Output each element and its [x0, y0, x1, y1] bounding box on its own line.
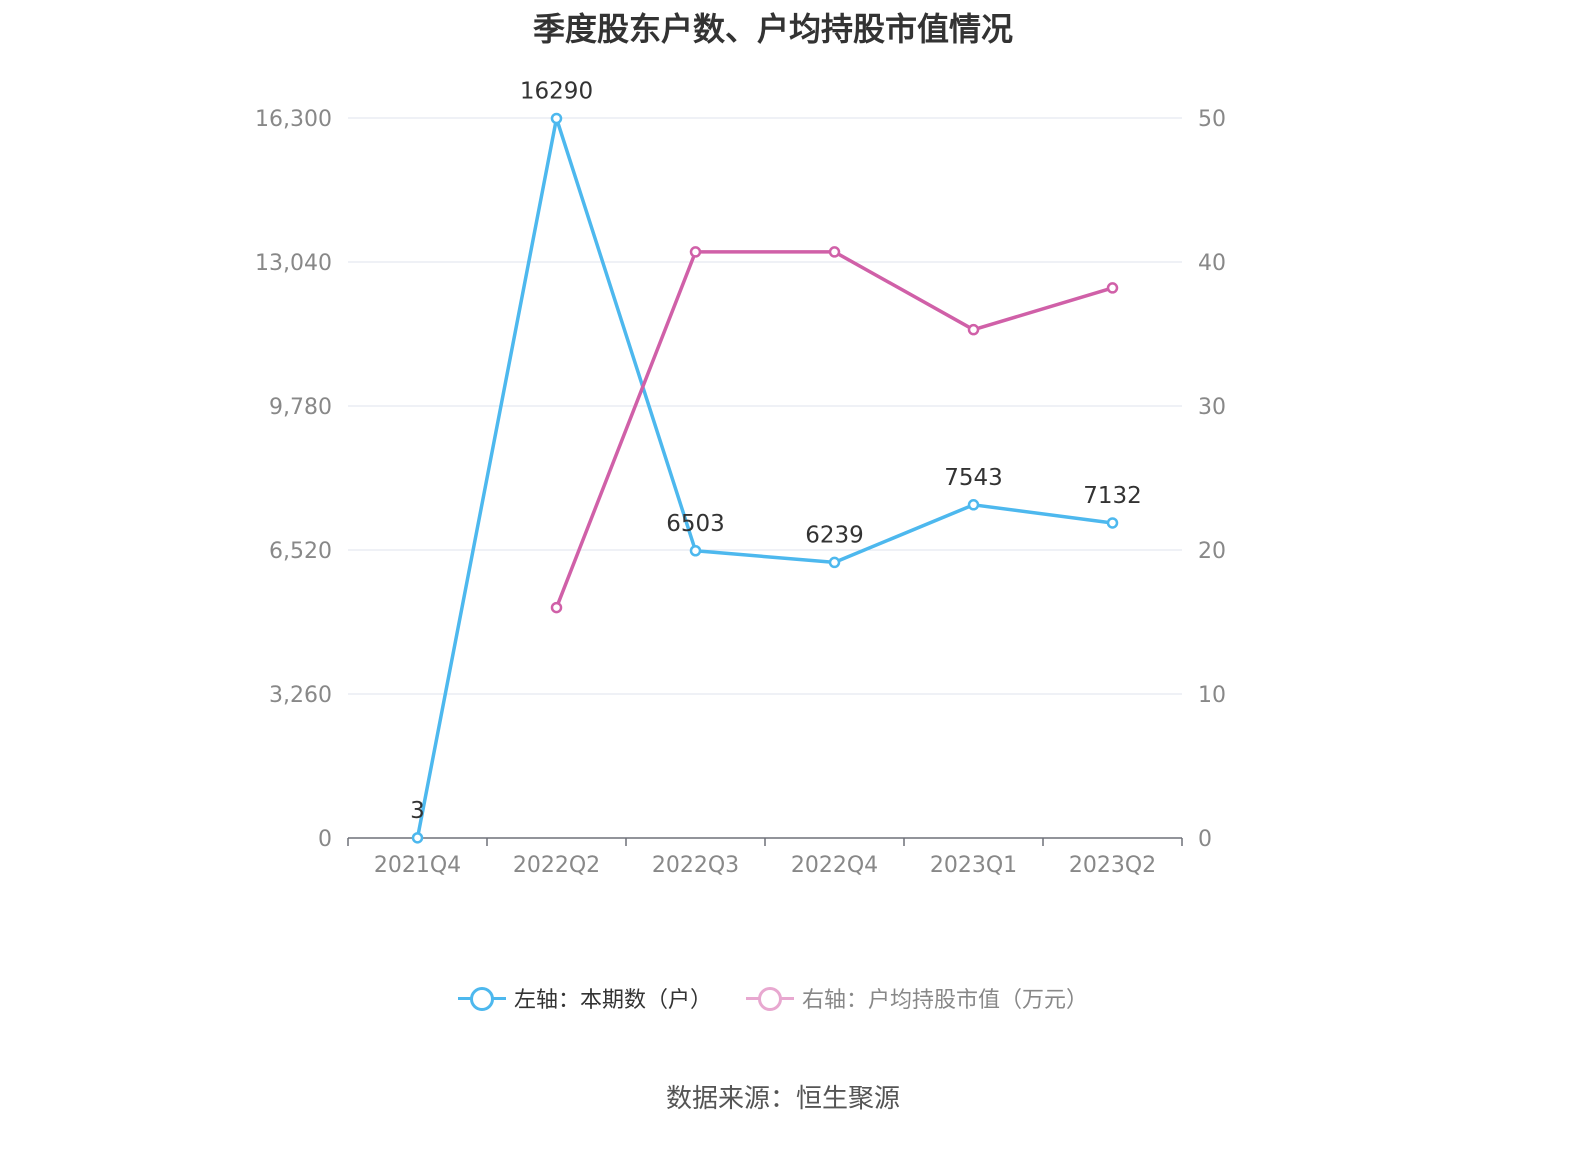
data-point: [967, 323, 980, 336]
legend-item-households[interactable]: 左轴：本期数（户）: [457, 982, 712, 1014]
data-label: 6503: [666, 511, 725, 537]
y-right-tick-label: 50: [1198, 107, 1226, 132]
y-right-tick-label: 30: [1198, 395, 1226, 420]
y-right-tick-label: 40: [1198, 251, 1226, 276]
chart-title: 季度股东户数、户均持股市值情况: [532, 10, 1013, 48]
data-label: 3: [410, 798, 425, 824]
data-point: [828, 246, 841, 258]
data-point: [1106, 517, 1119, 529]
y-left-tick-label: 0: [318, 827, 332, 852]
data-label: 16290: [520, 78, 593, 104]
y-right-tick-label: 20: [1198, 539, 1226, 564]
x-tick-label: 2022Q2: [513, 853, 600, 878]
series-line-1: [554, 250, 1114, 609]
legend-item-avg-value[interactable]: 右轴：户均持股市值（万元）: [746, 982, 1088, 1014]
data-point: [689, 545, 702, 557]
y-left-tick-label: 13,040: [255, 251, 332, 276]
legend-label-households: 左轴：本期数（户）: [513, 988, 712, 1013]
x-tick-label: 2023Q2: [1069, 853, 1156, 878]
y-right-tick-label: 10: [1198, 683, 1226, 708]
data-point: [411, 832, 424, 844]
y-left-tick-label: 9,780: [269, 395, 332, 420]
data-label: 7543: [944, 465, 1003, 491]
line-marker-icon: [457, 986, 506, 1011]
y-left-tick-label: 6,520: [269, 539, 332, 564]
data-point: [1106, 282, 1119, 294]
data-point: [550, 112, 563, 125]
x-tick-label: 2022Q4: [791, 853, 878, 878]
data-point: [967, 499, 980, 511]
x-tick-label: 2021Q4: [374, 853, 461, 878]
legend-label-avg-value: 右轴：户均持股市值（万元）: [802, 988, 1089, 1013]
source-note: 数据来源：恒生聚源: [665, 1084, 900, 1114]
data-point: [828, 556, 841, 569]
y-right-tick-label: 0: [1198, 827, 1212, 852]
data-label: 6239: [805, 522, 864, 548]
chart-legend: 左轴：本期数（户） 右轴：户均持股市值（万元）: [0, 982, 1546, 1014]
series-line-0: [415, 116, 1113, 839]
data-point: [689, 246, 702, 258]
data-point: [550, 601, 563, 614]
y-left-tick-label: 16,300: [255, 107, 332, 132]
line-marker-icon: [746, 986, 794, 1011]
y-left-tick-label: 3,260: [269, 683, 332, 708]
data-label: 7132: [1083, 483, 1142, 509]
x-tick-label: 2022Q3: [652, 853, 739, 878]
x-tick-label: 2023Q1: [930, 853, 1017, 878]
